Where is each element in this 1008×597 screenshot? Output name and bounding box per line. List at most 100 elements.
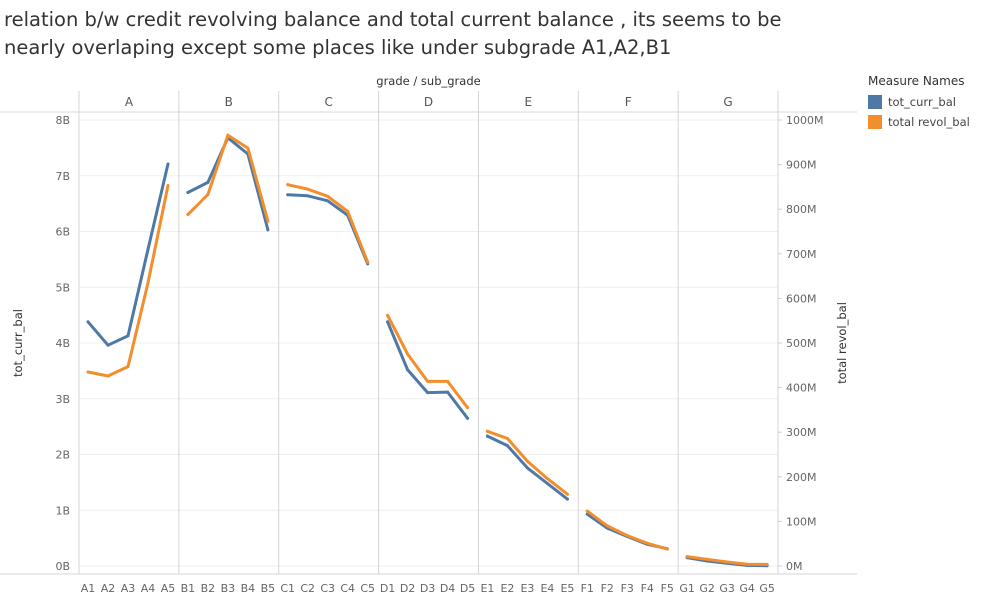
legend-label-total-revol-bal: total revol_bal bbox=[888, 115, 970, 129]
series-line-total-revol-bal-B bbox=[186, 133, 270, 223]
y-left-tick-label: 2B bbox=[55, 449, 70, 462]
data-point-total-revol-bal-B1 bbox=[186, 213, 190, 217]
data-point-total-revol-bal-D2 bbox=[406, 352, 410, 356]
x-tick-label-E5: E5 bbox=[560, 582, 574, 595]
data-point-tot-curr-bal-E2 bbox=[505, 444, 509, 448]
y-left-tick-label: 0B bbox=[55, 560, 70, 573]
x-tick-label-G1: G1 bbox=[679, 582, 695, 595]
legend-item-tot-curr-bal[interactable]: tot_curr_bal bbox=[868, 92, 970, 112]
data-point-total-revol-bal-B4 bbox=[246, 146, 250, 150]
data-point-tot-curr-bal-E3 bbox=[525, 466, 529, 470]
data-point-tot-curr-bal-A5 bbox=[166, 162, 170, 166]
data-point-tot-curr-bal-B5 bbox=[266, 228, 270, 232]
chart-title: relation b/w credit revolving balance an… bbox=[4, 8, 782, 59]
y-left-tick-label: 3B bbox=[55, 393, 70, 406]
data-point-total-revol-bal-C1 bbox=[286, 183, 290, 187]
x-tick-label-D5: D5 bbox=[460, 582, 475, 595]
data-point-total-revol-bal-B3 bbox=[226, 133, 230, 137]
x-tick-label-D1: D1 bbox=[380, 582, 395, 595]
data-point-total-revol-bal-C3 bbox=[326, 194, 330, 198]
group-header-A: A bbox=[125, 95, 134, 109]
data-point-tot-curr-bal-D4 bbox=[446, 390, 450, 394]
y-right-tick-label: 100M bbox=[786, 515, 817, 528]
data-point-total-revol-bal-E1 bbox=[485, 429, 489, 433]
group-header-B: B bbox=[225, 95, 233, 109]
data-point-tot-curr-bal-C1 bbox=[286, 193, 290, 197]
x-tick-label-B4: B4 bbox=[241, 582, 256, 595]
data-point-total-revol-bal-E5 bbox=[565, 492, 569, 496]
data-point-tot-curr-bal-D3 bbox=[426, 391, 430, 395]
data-point-total-revol-bal-E3 bbox=[525, 459, 529, 463]
data-point-tot-curr-bal-E1 bbox=[485, 434, 489, 438]
data-point-total-revol-bal-A3 bbox=[126, 365, 130, 369]
x-tick-label-A5: A5 bbox=[161, 582, 176, 595]
data-point-tot-curr-bal-A3 bbox=[126, 334, 130, 338]
data-point-total-revol-bal-C4 bbox=[346, 209, 350, 213]
legend-label-tot-curr-bal: tot_curr_bal bbox=[888, 95, 956, 109]
group-header-E: E bbox=[525, 95, 533, 109]
legend-swatch-tot-curr-bal bbox=[868, 95, 882, 109]
y-right-tick-label: 200M bbox=[786, 471, 817, 484]
x-tick-label-G3: G3 bbox=[719, 582, 735, 595]
y-left-tick-label: 6B bbox=[55, 226, 70, 239]
data-point-tot-curr-bal-B1 bbox=[186, 190, 190, 194]
x-tick-label-D3: D3 bbox=[420, 582, 435, 595]
data-point-total-revol-bal-C5 bbox=[366, 260, 370, 264]
data-point-total-revol-bal-D5 bbox=[466, 406, 470, 410]
data-point-total-revol-bal-A5 bbox=[166, 184, 170, 188]
x-tick-label-A1: A1 bbox=[81, 582, 96, 595]
data-point-total-revol-bal-A4 bbox=[146, 281, 150, 285]
legend-item-total-revol-bal[interactable]: total revol_bal bbox=[868, 112, 970, 132]
x-tick-label-C3: C3 bbox=[320, 582, 335, 595]
y-right-tick-label: 400M bbox=[786, 382, 817, 395]
group-header-G: G bbox=[723, 95, 732, 109]
data-point-total-revol-bal-F3 bbox=[625, 534, 629, 538]
x-tick-label-B2: B2 bbox=[201, 582, 216, 595]
y-left-tick-label: 4B bbox=[55, 337, 70, 350]
x-tick-label-F3: F3 bbox=[621, 582, 634, 595]
legend: Measure Names tot_curr_bal total revol_b… bbox=[868, 74, 970, 132]
group-header-D: D bbox=[424, 95, 433, 109]
data-point-total-revol-bal-G5 bbox=[765, 562, 769, 566]
data-point-total-revol-bal-A2 bbox=[106, 374, 110, 378]
y-right-tick-label: 0M bbox=[786, 560, 803, 573]
series-line-tot-curr-bal-B bbox=[186, 136, 270, 232]
x-tick-label-C4: C4 bbox=[340, 582, 355, 595]
x-tick-label-E1: E1 bbox=[480, 582, 494, 595]
data-point-total-revol-bal-A1 bbox=[86, 370, 90, 374]
x-tick-label-C2: C2 bbox=[300, 582, 315, 595]
data-point-tot-curr-bal-C3 bbox=[326, 199, 330, 203]
data-point-total-revol-bal-G4 bbox=[745, 562, 749, 566]
y-left-tick-label: 8B bbox=[55, 114, 70, 127]
data-point-tot-curr-bal-D2 bbox=[406, 368, 410, 372]
data-point-total-revol-bal-G1 bbox=[685, 555, 689, 559]
data-point-total-revol-bal-G3 bbox=[725, 560, 729, 564]
data-point-tot-curr-bal-E5 bbox=[565, 497, 569, 501]
x-tick-label-E4: E4 bbox=[540, 582, 554, 595]
x-tick-label-A4: A4 bbox=[141, 582, 156, 595]
x-tick-label-B5: B5 bbox=[261, 582, 276, 595]
legend-title: Measure Names bbox=[868, 74, 965, 88]
data-point-total-revol-bal-B2 bbox=[206, 192, 210, 196]
x-tick-label-E2: E2 bbox=[500, 582, 514, 595]
legend-swatch-total-revol-bal bbox=[868, 115, 882, 129]
x-tick-label-F4: F4 bbox=[641, 582, 654, 595]
data-point-total-revol-bal-F5 bbox=[665, 547, 669, 551]
x-tick-label-G5: G5 bbox=[759, 582, 775, 595]
series-line-tot-curr-bal-A bbox=[86, 162, 170, 347]
y-right-tick-label: 800M bbox=[786, 203, 817, 216]
y-right-tick-label: 900M bbox=[786, 159, 817, 172]
group-header-F: F bbox=[625, 95, 632, 109]
y-right-tick-label: 1000M bbox=[786, 114, 824, 127]
data-point-total-revol-bal-F4 bbox=[645, 541, 649, 545]
y-left-tick-label: 7B bbox=[55, 170, 70, 183]
data-point-total-revol-bal-B5 bbox=[266, 219, 270, 223]
x-tick-label-F5: F5 bbox=[661, 582, 674, 595]
data-point-tot-curr-bal-D5 bbox=[466, 416, 470, 420]
data-point-total-revol-bal-D4 bbox=[446, 379, 450, 383]
data-point-tot-curr-bal-E4 bbox=[545, 481, 549, 485]
series-line-total-revol-bal-F bbox=[585, 509, 669, 551]
y-right-axis-label: total revol_bal bbox=[835, 302, 849, 384]
data-point-total-revol-bal-G2 bbox=[705, 557, 709, 561]
